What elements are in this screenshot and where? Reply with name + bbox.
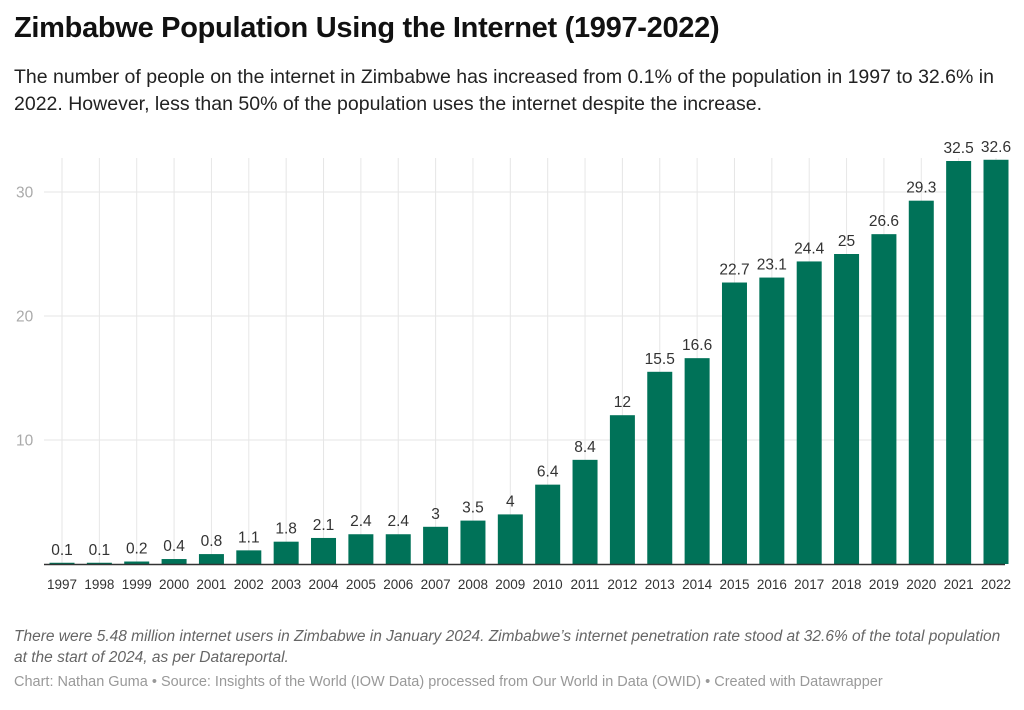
bar-2019[interactable] [871,234,897,564]
bar-2008[interactable] [460,520,486,564]
x-tick-label-2006: 2006 [383,577,413,592]
data-label-2008: 3.5 [462,500,484,517]
footer-separator: • [701,674,715,690]
bar-2004[interactable] [311,537,337,564]
x-tick-label-2004: 2004 [308,577,339,592]
bar-2009[interactable] [497,514,523,564]
data-label-2005: 2.4 [350,513,372,530]
bar-2018[interactable] [834,254,860,564]
y-tick-label: 30 [16,185,34,202]
x-tick-label-2009: 2009 [495,577,525,592]
bar-2015[interactable] [721,282,747,564]
data-label-2021: 32.5 [944,140,974,157]
data-label-2014: 16.6 [682,337,712,354]
bar-chart: 10 20 30 0.1 0.1 0.2 0.4 0.8 1.1 1.8 2.1 2.4 2.4 3 3.… [16,139,1011,592]
data-label-2003: 1.8 [275,521,297,538]
bar-2022[interactable] [983,159,1009,564]
footer-separator: • [147,674,161,690]
bar-2010[interactable] [535,484,561,564]
x-tick-label-2013: 2013 [645,577,675,592]
data-label-2002: 1.1 [238,529,260,546]
x-tick-label-2002: 2002 [234,577,264,592]
x-tick-label-1998: 1998 [84,577,114,592]
x-tick-label-2012: 2012 [607,577,637,592]
data-label-1999: 0.2 [126,541,148,558]
x-tick-label-2005: 2005 [346,577,376,592]
data-label-1998: 0.1 [89,542,111,559]
data-label-2009: 4 [506,493,515,510]
bar-2017[interactable] [796,261,822,564]
data-label-2015: 22.7 [719,262,749,279]
bar-2003[interactable] [273,541,299,564]
data-label-1997: 0.1 [51,542,73,559]
y-tick-label: 20 [16,309,34,326]
x-tick-label-2017: 2017 [794,577,824,592]
bar-2002[interactable] [236,550,262,564]
x-tick-label-2022: 2022 [981,577,1011,592]
bar-2007[interactable] [423,526,449,564]
horizontal-gridlines [44,191,1005,441]
data-label-2017: 24.4 [794,240,825,257]
data-label-2020: 29.3 [906,180,936,197]
chart-notes: There were 5.48 million internet users i… [14,628,1001,666]
y-tick-label: 10 [16,433,34,450]
data-label-2006: 2.4 [387,513,409,530]
chart-subtitle: The number of people on the internet in … [14,66,994,115]
x-axis-ticks: 1997 1998 1999 2000 2001 2002 2003 2004 2005 2006… [47,577,1011,592]
bar-2000[interactable] [161,559,187,564]
data-label-2018: 25 [838,233,855,250]
x-tick-label-2016: 2016 [757,577,787,592]
data-label-2004: 2.1 [313,517,335,534]
x-tick-label-2021: 2021 [944,577,974,592]
chart-credit: Chart: Nathan Guma [14,674,148,690]
x-tick-label-2015: 2015 [719,577,749,592]
data-label-2012: 12 [614,394,631,411]
x-tick-label-2007: 2007 [421,577,451,592]
x-tick-label-2003: 2003 [271,577,301,592]
bars [49,159,1009,564]
x-tick-label-2001: 2001 [196,577,226,592]
bar-2014[interactable] [684,358,710,564]
data-label-2010: 6.4 [537,464,559,481]
data-label-2022: 32.6 [981,139,1011,156]
source-text: Source: Insights of the World (IOW Data)… [160,674,702,690]
bar-2001[interactable] [198,554,224,564]
x-tick-label-2010: 2010 [533,577,563,592]
bar-1997[interactable] [49,562,75,564]
x-tick-label-2011: 2011 [571,577,600,592]
bar-2005[interactable] [348,534,374,564]
data-label-2013: 15.5 [645,351,675,368]
x-tick-label-1999: 1999 [122,577,152,592]
x-tick-label-2008: 2008 [458,577,488,592]
x-tick-label-2020: 2020 [906,577,936,592]
chart-footer: Chart: Nathan Guma • Source: Insights of… [14,674,883,690]
created-with-link[interactable]: Created with Datawrapper [714,674,883,690]
bar-2006[interactable] [385,534,411,564]
data-label-2019: 26.6 [869,213,899,230]
x-tick-label-2000: 2000 [159,577,189,592]
data-labels: 0.1 0.1 0.2 0.4 0.8 1.1 1.8 2.1 2.4 2.4 3 3.5 4 6.4 8.… [51,139,1011,559]
bar-1998[interactable] [86,562,112,564]
x-tick-label-2014: 2014 [682,577,713,592]
bar-1999[interactable] [124,561,150,564]
bar-2020[interactable] [908,200,934,564]
data-label-2000: 0.4 [163,538,185,555]
bar-2012[interactable] [609,415,635,564]
x-tick-label-1997: 1997 [47,577,77,592]
data-label-2016: 23.1 [757,257,787,274]
data-label-2011: 8.4 [574,439,596,456]
x-tick-label-2018: 2018 [832,577,862,592]
x-tick-label-2019: 2019 [869,577,899,592]
data-label-2001: 0.8 [201,533,223,550]
bar-2021[interactable] [946,161,972,564]
chart-title: Zimbabwe Population Using the Internet (… [14,12,720,44]
y-axis-ticks: 10 20 30 [16,185,34,450]
bar-2016[interactable] [759,277,785,564]
bar-2013[interactable] [647,371,673,564]
bar-2011[interactable] [572,459,598,564]
data-label-2007: 3 [431,506,440,523]
